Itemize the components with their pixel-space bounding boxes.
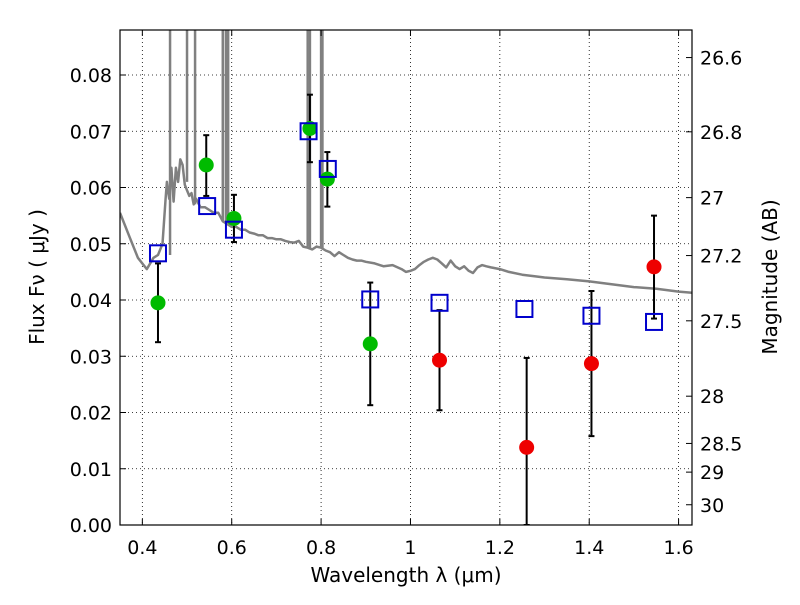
y-tick-label: 0.04 — [70, 290, 112, 312]
y-tick-label: 0.03 — [70, 346, 112, 368]
spectrum-line — [120, 158, 692, 294]
x-tick-label: 0.8 — [306, 537, 336, 559]
plot-frame — [119, 29, 693, 526]
model-square-point — [645, 312, 664, 331]
flux-point — [583, 356, 599, 372]
model-spectrum — [120, 30, 692, 294]
y2-tick-label: 28 — [700, 386, 724, 408]
data-markers — [148, 120, 664, 455]
model-square-point — [299, 122, 318, 141]
y2-tick-label: 27 — [700, 188, 724, 210]
y-tick-label: 0.08 — [70, 65, 112, 87]
x-axis-title: Wavelength λ (μm) — [310, 563, 501, 587]
flux-point — [198, 157, 214, 173]
model-square-point — [515, 300, 534, 318]
y2-tick-label: 27.2 — [700, 246, 742, 268]
y2-tick-label: 26.8 — [700, 122, 742, 144]
y-axis-title: Flux Fν ( μJy ) — [25, 209, 49, 345]
y2-tick-label: 27.5 — [700, 311, 742, 333]
model-square-point — [224, 220, 243, 239]
flux-point — [150, 295, 166, 311]
x-tick-label: 1 — [404, 537, 416, 559]
y2-tick-label: 29 — [700, 462, 724, 484]
flux-point — [519, 439, 535, 455]
y-tick-label: 0.00 — [70, 515, 112, 537]
flux-point — [432, 352, 448, 368]
flux-point — [302, 120, 318, 136]
y2-tick-label: 30 — [700, 495, 724, 517]
y-tick-label: 0.01 — [70, 459, 112, 481]
y2-tick-label: 28.5 — [700, 433, 742, 455]
flux-point — [362, 336, 378, 352]
y-tick-label: 0.02 — [70, 403, 112, 425]
x-tick-label: 0.6 — [217, 537, 247, 559]
y-tick-label: 0.07 — [70, 121, 112, 143]
model-square-point — [148, 244, 167, 263]
x-tick-label: 1.6 — [663, 537, 693, 559]
y-tick-label: 0.05 — [70, 234, 112, 256]
y2-axis-title: Magnitude (AB) — [758, 199, 782, 354]
y-tick-label: 0.06 — [70, 178, 112, 200]
model-square-point — [582, 306, 601, 325]
model-square-point — [318, 159, 337, 178]
x-tick-label: 1.2 — [485, 537, 515, 559]
model-square-point — [430, 293, 449, 312]
flux-point — [226, 210, 242, 226]
model-square-point — [198, 197, 217, 216]
x-tick-label: 0.4 — [127, 537, 157, 559]
flux-point — [646, 259, 662, 275]
y2-tick-label: 26.6 — [700, 48, 742, 70]
flux-point — [319, 171, 335, 187]
axis-ticks: 0.4 0.6 0.8 1 1.2 1.4 1.6 0.00 0.01 0.02 0.03 0.04 0… — [70, 30, 742, 559]
x-tick-label: 1.4 — [574, 537, 604, 559]
model-square-point — [361, 290, 380, 309]
